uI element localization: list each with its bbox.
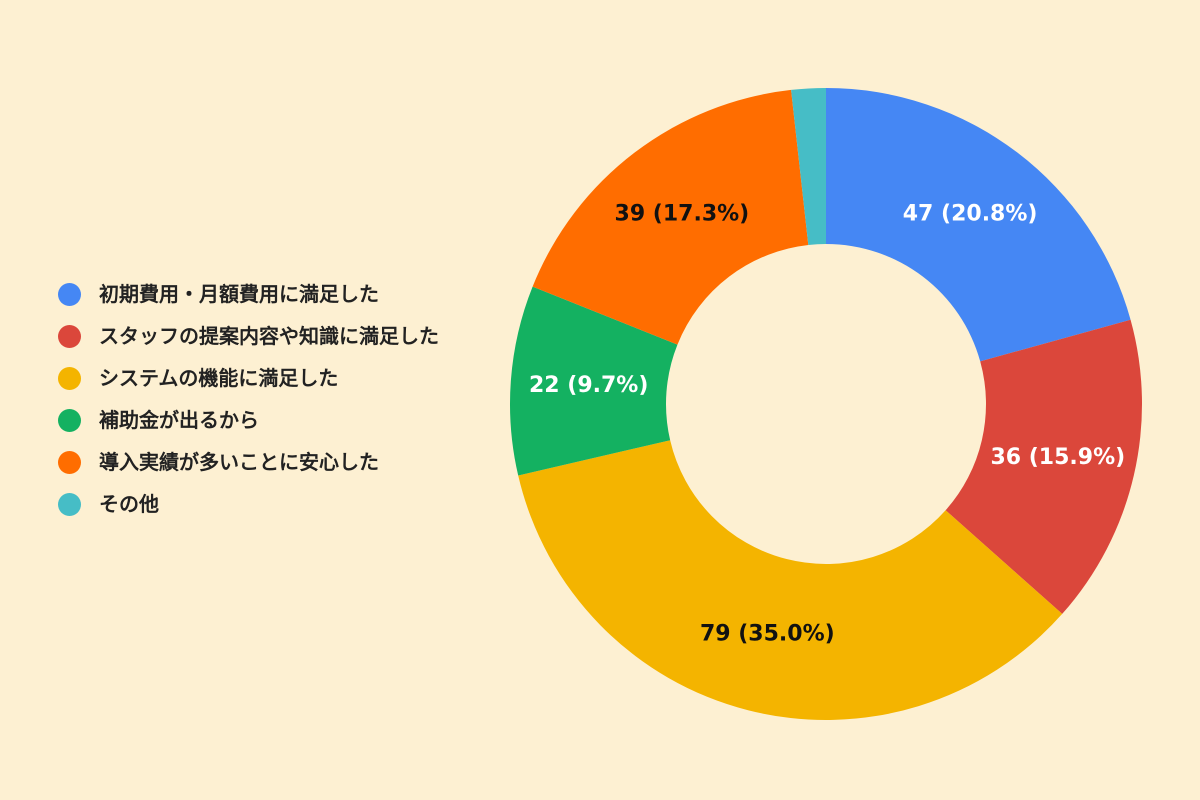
slice-system [518,440,1063,720]
slice-initial-cost [826,88,1131,362]
legend-swatch-track-record [58,451,81,474]
data-label-subsidy: 22 (9.7%) [529,373,648,398]
legend-swatch-staff [58,325,81,348]
legend-label-initial-cost: 初期費用・月額費用に満足した [99,282,379,306]
chart-legend: 初期費用・月額費用に満足した スタッフの提案内容や知識に満足した システムの機能… [58,282,458,534]
slice-staff [945,319,1143,614]
legend-swatch-subsidy [58,409,81,432]
legend-swatch-initial-cost [58,283,81,306]
legend-label-system: システムの機能に満足した [99,366,339,390]
slice-other [791,88,826,245]
legend-label-track-record: 導入実績が多いことに安心した [99,450,379,474]
legend-item-track-record: 導入実績が多いことに安心した [58,450,458,474]
legend-item-other: その他 [58,492,458,516]
legend-label-other: その他 [99,492,159,516]
data-label-initial-cost: 47 (20.8%) [903,202,1038,227]
legend-label-staff: スタッフの提案内容や知識に満足した [99,324,439,348]
slice-track-record [532,89,809,345]
legend-swatch-system [58,367,81,390]
legend-label-subsidy: 補助金が出るから [99,408,259,432]
legend-item-staff: スタッフの提案内容や知識に満足した [58,324,458,348]
slice-subsidy [510,286,678,476]
data-label-staff: 36 (15.9%) [990,445,1125,470]
data-label-system: 79 (35.0%) [700,622,835,647]
legend-item-initial-cost: 初期費用・月額費用に満足した [58,282,458,306]
data-label-track-record: 39 (17.3%) [615,202,750,227]
legend-item-system: システムの機能に満足した [58,366,458,390]
legend-item-subsidy: 補助金が出るから [58,408,458,432]
legend-swatch-other [58,493,81,516]
